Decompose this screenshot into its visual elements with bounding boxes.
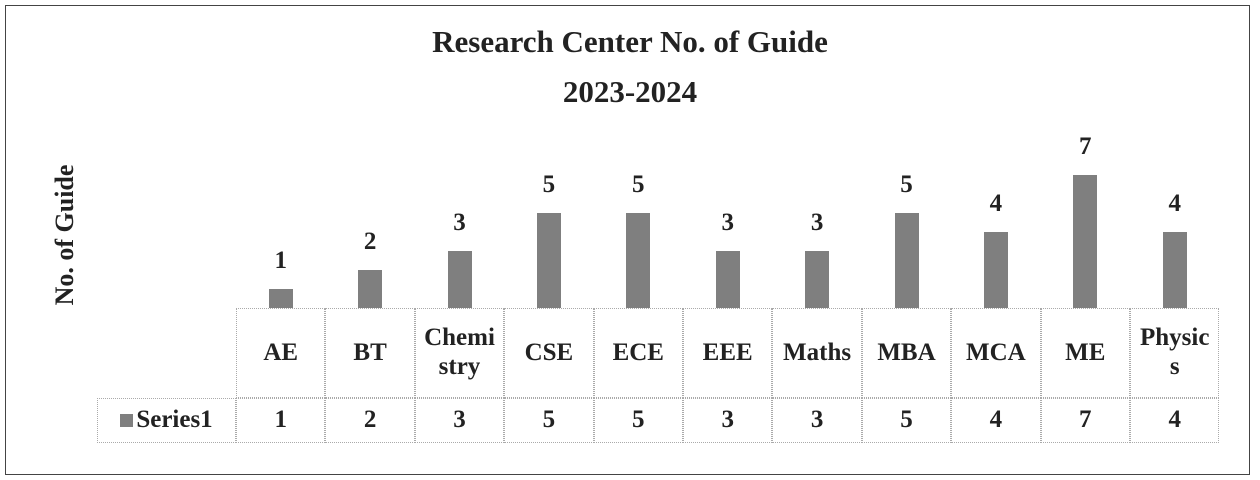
category-cell: CSE bbox=[504, 308, 594, 398]
data-label: 4 bbox=[989, 190, 1003, 217]
chart-subtitle: 2023-2024 bbox=[562, 74, 698, 109]
data-label: 3 bbox=[453, 209, 466, 236]
category-cell: ME bbox=[1040, 308, 1130, 398]
category-cell: BT bbox=[325, 308, 415, 398]
category-cell: MBA bbox=[861, 308, 952, 398]
bar bbox=[1162, 232, 1187, 308]
bar bbox=[536, 213, 561, 308]
category-cell: MCA bbox=[951, 308, 1041, 398]
category-cell: ECE bbox=[593, 308, 683, 398]
table-value: 7 bbox=[1040, 398, 1130, 443]
category-cell: EEE bbox=[683, 308, 773, 398]
bar bbox=[983, 232, 1008, 308]
table-value: 4 bbox=[1130, 398, 1220, 443]
legend-cell: Series1 bbox=[97, 398, 236, 443]
data-label: 7 bbox=[1079, 133, 1092, 160]
data-label: 4 bbox=[1168, 190, 1181, 217]
table-value: 3 bbox=[683, 398, 773, 443]
data-label: 3 bbox=[721, 209, 734, 236]
bar bbox=[894, 213, 919, 308]
y-axis-label: No. of Guide bbox=[50, 164, 79, 306]
bar bbox=[447, 251, 472, 308]
data-label: 2 bbox=[363, 228, 377, 255]
bar bbox=[805, 251, 830, 308]
category-cell: Chemistry bbox=[414, 308, 505, 398]
data-label: 5 bbox=[542, 171, 556, 198]
category-cell: Physics bbox=[1130, 308, 1220, 398]
data-label: 1 bbox=[274, 247, 287, 274]
data-label: 5 bbox=[632, 171, 645, 198]
table-value: 3 bbox=[772, 398, 862, 443]
data-label: 5 bbox=[900, 171, 913, 198]
legend-swatch bbox=[120, 414, 134, 427]
data-label: 3 bbox=[810, 209, 824, 236]
chart-frame bbox=[5, 5, 1250, 475]
table-value: 3 bbox=[414, 398, 505, 443]
table-value: 1 bbox=[236, 398, 326, 443]
category-cell: Maths bbox=[772, 308, 862, 398]
legend-label: Series1 bbox=[136, 406, 213, 434]
chart-title: Research Center No. of Guide bbox=[432, 24, 828, 59]
bar bbox=[358, 270, 383, 308]
table-value: 5 bbox=[504, 398, 594, 443]
bar bbox=[626, 213, 651, 308]
table-value: 5 bbox=[861, 398, 952, 443]
table-value: 4 bbox=[951, 398, 1041, 443]
category-cell: AE bbox=[236, 308, 326, 398]
table-value: 5 bbox=[593, 398, 683, 443]
bar bbox=[715, 251, 740, 308]
table-value: 2 bbox=[325, 398, 415, 443]
bar bbox=[1073, 175, 1098, 308]
bar bbox=[268, 289, 293, 308]
